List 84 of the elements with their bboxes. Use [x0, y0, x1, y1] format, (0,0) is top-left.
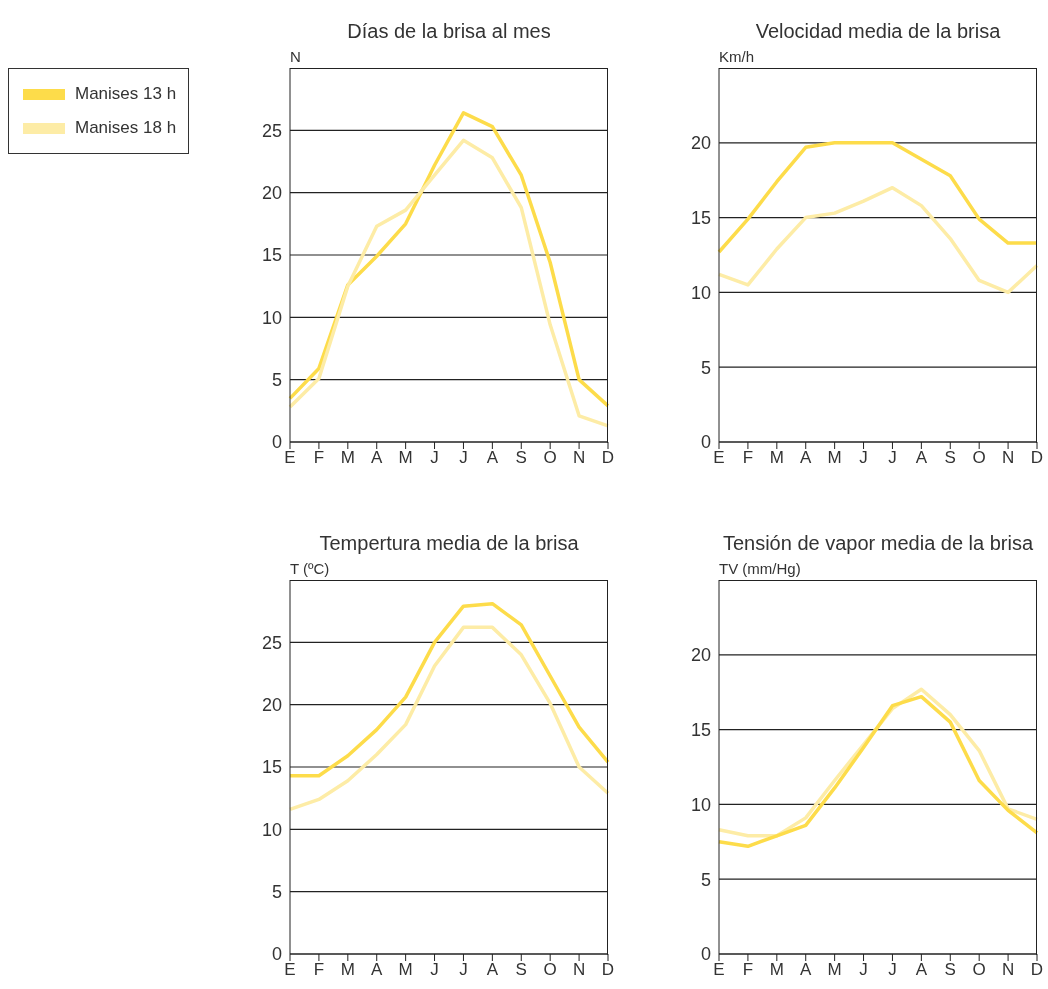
y-tick-label: 20 — [690, 645, 711, 666]
y-tick-label: 25 — [261, 632, 282, 653]
x-tick-label: O — [972, 960, 986, 980]
x-tick-label: E — [284, 448, 296, 468]
x-tick-label: E — [713, 448, 725, 468]
x-tick-label: D — [1030, 960, 1044, 980]
x-tick-label: A — [486, 960, 499, 980]
x-tick-label: M — [827, 448, 842, 468]
y-tick-label: 10 — [261, 307, 282, 328]
x-tick-label: D — [601, 448, 615, 468]
y-tick-label: 0 — [271, 432, 282, 453]
x-tick-label: S — [944, 448, 956, 468]
x-tick-label: J — [459, 960, 468, 980]
x-tick-label: O — [543, 448, 557, 468]
x-tick-label: F — [313, 960, 325, 980]
x-tick-label: F — [313, 448, 325, 468]
x-tick-label: O — [543, 960, 557, 980]
x-tick-label: J — [859, 960, 868, 980]
line-series — [288, 601, 610, 778]
x-tick-label: S — [515, 448, 527, 468]
x-tick-label: M — [398, 448, 413, 468]
chart-title: Tempertura media de la brisa — [318, 532, 580, 555]
y-tick-label: 0 — [700, 432, 711, 453]
y-tick-label: 0 — [700, 944, 711, 965]
x-tick-label: N — [1001, 960, 1015, 980]
x-tick-label: N — [1001, 448, 1015, 468]
x-tick-label: J — [888, 448, 897, 468]
x-tick-label: D — [1030, 448, 1044, 468]
y-tick-label: 10 — [690, 794, 711, 815]
x-tick-label: M — [769, 448, 784, 468]
x-tick-label: M — [398, 960, 413, 980]
x-tick-label: A — [486, 448, 499, 468]
y-tick-label: 5 — [271, 370, 282, 391]
chart-title: Tensión de vapor media de la brisa — [721, 532, 1035, 555]
x-tick-label: A — [371, 448, 384, 468]
x-tick-label: J — [430, 960, 439, 980]
x-tick-label: E — [713, 960, 725, 980]
y-tick-label: 10 — [690, 282, 711, 303]
x-tick-label: A — [371, 960, 384, 980]
y-axis-title: N — [290, 48, 301, 65]
x-tick-label: E — [284, 960, 296, 980]
y-tick-label: 10 — [261, 819, 282, 840]
x-tick-label: J — [430, 448, 439, 468]
x-tick-label: J — [888, 960, 897, 980]
chart-title: Velocidad media de la brisa — [754, 20, 1002, 43]
chart-title: Días de la brisa al mes — [346, 20, 552, 43]
x-tick-label: S — [515, 960, 527, 980]
line-series — [717, 185, 1039, 295]
y-tick-label: 15 — [690, 207, 711, 228]
x-tick-label: O — [972, 448, 986, 468]
y-tick-label: 20 — [690, 133, 711, 154]
x-tick-label: D — [601, 960, 615, 980]
x-tick-label: F — [742, 960, 754, 980]
y-tick-label: 0 — [271, 944, 282, 965]
x-tick-label: M — [827, 960, 842, 980]
y-axis-title: Km/h — [719, 48, 755, 65]
y-tick-label: 15 — [690, 719, 711, 740]
y-tick-label: 20 — [261, 183, 282, 204]
y-tick-label: 20 — [261, 695, 282, 716]
x-tick-label: M — [340, 960, 355, 980]
x-tick-label: S — [944, 960, 956, 980]
y-tick-label: 5 — [271, 882, 282, 903]
x-tick-label: J — [459, 448, 468, 468]
x-tick-label: A — [915, 448, 928, 468]
x-tick-label: J — [859, 448, 868, 468]
y-axis-title: TV (mm/Hg) — [719, 560, 801, 577]
y-tick-label: 15 — [261, 757, 282, 778]
y-axis-title: T (ºC) — [290, 560, 330, 577]
line-series — [288, 625, 610, 812]
x-tick-label: A — [800, 960, 813, 980]
x-tick-label: M — [340, 448, 355, 468]
x-tick-label: F — [742, 448, 754, 468]
x-tick-label: M — [769, 960, 784, 980]
x-tick-label: N — [572, 960, 586, 980]
y-tick-label: 15 — [261, 245, 282, 266]
line-series — [717, 141, 1039, 254]
x-tick-label: A — [915, 960, 928, 980]
x-tick-label: A — [800, 448, 813, 468]
y-tick-label: 5 — [700, 357, 711, 378]
legend-label: Manises 18 h — [75, 118, 177, 138]
legend-label: Manises 13 h — [75, 84, 177, 104]
y-tick-label: 5 — [700, 869, 711, 890]
y-tick-label: 25 — [261, 120, 282, 141]
x-tick-label: N — [572, 448, 586, 468]
